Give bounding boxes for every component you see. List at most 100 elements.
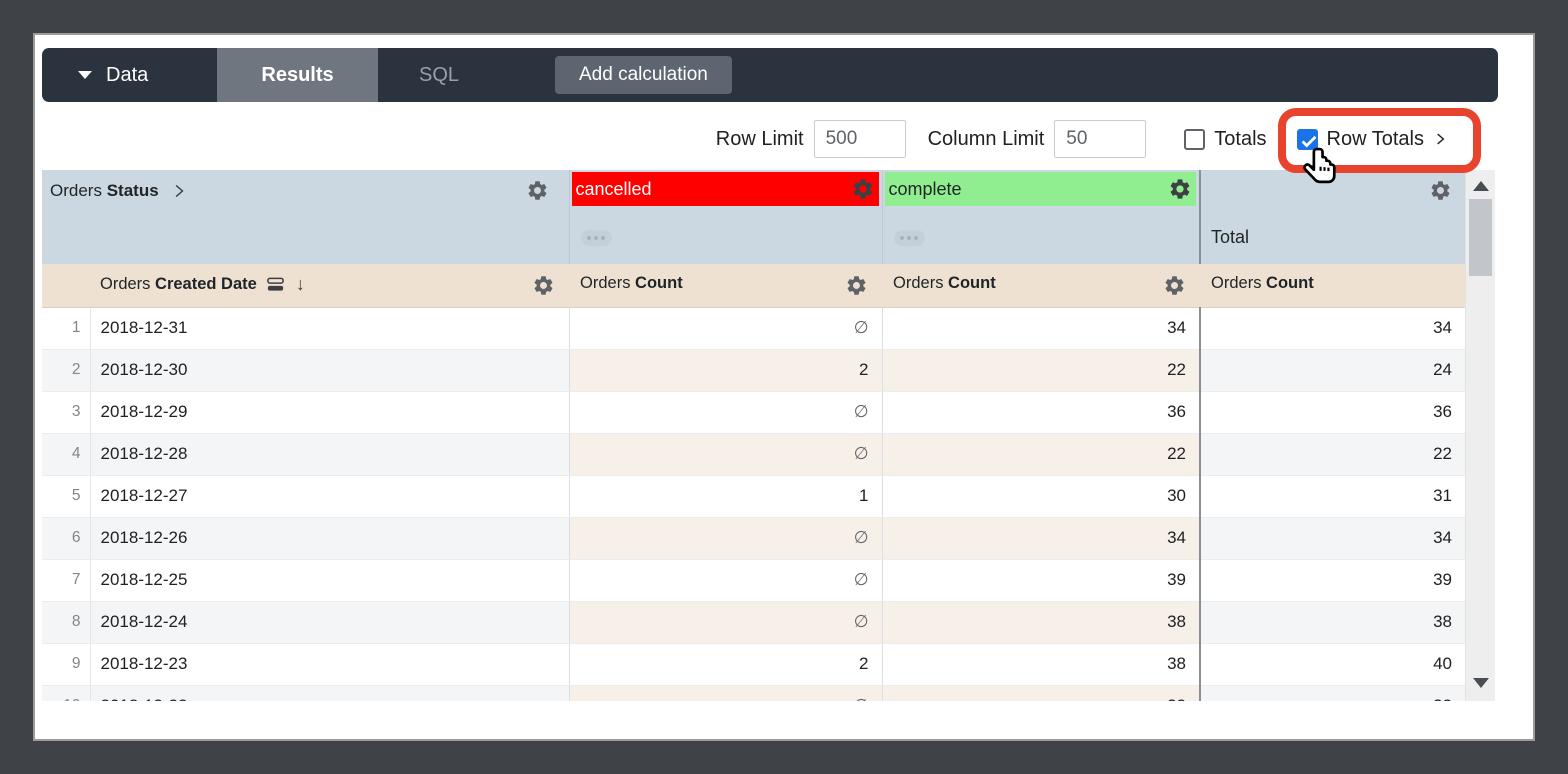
check-icon — [1301, 135, 1316, 148]
table-row[interactable]: 7 2018-12-25 ∅ 39 39 — [42, 559, 1466, 602]
total-count-cell[interactable]: 39 — [1199, 559, 1466, 602]
pivot-complete-chip[interactable]: complete — [884, 172, 1197, 206]
row-number: 2 — [42, 349, 91, 392]
table-row[interactable]: 6 2018-12-26 ∅ 34 34 — [42, 517, 1466, 560]
gear-icon[interactable] — [851, 177, 875, 201]
tab-sql[interactable]: SQL — [378, 48, 500, 102]
complete-count-cell[interactable]: 22 — [881, 433, 1201, 476]
table-row[interactable]: 8 2018-12-24 ∅ 38 38 — [42, 601, 1466, 644]
date-cell[interactable]: 2018-12-27 — [90, 475, 570, 518]
tab-results[interactable]: Results — [217, 48, 378, 102]
total-label: Total — [1211, 227, 1250, 247]
pivot-total-header: Total — [1199, 170, 1466, 264]
row-number: 8 — [42, 601, 91, 644]
cancelled-count-cell[interactable]: ∅ — [568, 307, 883, 350]
row-totals-label: Row Totals — [1326, 127, 1424, 150]
total-count-cell[interactable]: 32 — [1199, 685, 1466, 701]
date-cell[interactable]: 2018-12-24 — [90, 601, 570, 644]
row-number: 4 — [42, 433, 91, 476]
table-row[interactable]: 10 2018-12-22 ∅ 32 32 — [42, 685, 1466, 701]
complete-count-cell[interactable]: 38 — [881, 601, 1201, 644]
cancelled-count-cell[interactable]: ∅ — [568, 685, 883, 701]
scroll-up-arrow-icon[interactable] — [1473, 181, 1490, 191]
total-count-cell[interactable]: 24 — [1199, 349, 1466, 392]
table-row[interactable]: 4 2018-12-28 ∅ 22 22 — [42, 433, 1466, 476]
cancelled-count-cell[interactable]: ∅ — [568, 559, 883, 602]
scroll-down-arrow-icon[interactable] — [1473, 678, 1490, 688]
gear-icon[interactable] — [526, 179, 549, 202]
total-count-cell[interactable]: 31 — [1199, 475, 1466, 518]
date-cell[interactable]: 2018-12-28 — [90, 433, 570, 476]
total-count-cell[interactable]: 22 — [1199, 433, 1466, 476]
row-number: 7 — [42, 559, 91, 602]
complete-count-cell[interactable]: 36 — [881, 391, 1201, 434]
total-count-cell[interactable]: 34 — [1199, 517, 1466, 560]
cancelled-count-cell[interactable]: 2 — [568, 643, 883, 686]
add-calculation-button[interactable]: Add calculation — [555, 56, 732, 94]
date-cell[interactable]: 2018-12-31 — [90, 307, 570, 350]
gear-icon[interactable] — [532, 274, 555, 297]
complete-count-cell[interactable]: 34 — [881, 517, 1201, 560]
cancelled-count-cell[interactable]: ∅ — [568, 601, 883, 644]
totals-label: Totals — [1214, 127, 1267, 150]
row-number: 5 — [42, 475, 91, 518]
row-number: 9 — [42, 643, 91, 686]
cancelled-count-cell[interactable]: ∅ — [568, 391, 883, 434]
complete-count-cell[interactable]: 38 — [881, 643, 1201, 686]
pivot-cancelled-chip[interactable]: cancelled — [571, 172, 879, 206]
row-number: 10 — [42, 685, 91, 701]
total-count-cell[interactable]: 34 — [1199, 307, 1466, 350]
row-number-header — [42, 264, 90, 308]
scrollbar-thumb[interactable] — [1469, 199, 1493, 276]
table-row[interactable]: 1 2018-12-31 ∅ 34 34 — [42, 307, 1466, 350]
gear-icon[interactable] — [845, 274, 868, 297]
complete-count-cell[interactable]: 22 — [881, 349, 1201, 392]
cancelled-count-cell[interactable]: ∅ — [568, 517, 883, 560]
chevron-right-icon[interactable] — [1432, 128, 1449, 150]
pivot-dimension-header[interactable]: Orders Status — [42, 170, 570, 264]
row-limit-input[interactable] — [813, 120, 906, 158]
cancelled-count-cell[interactable]: 1 — [568, 475, 883, 518]
date-cell[interactable]: 2018-12-30 — [90, 349, 570, 392]
orders-count-header-total[interactable]: Orders Count — [1200, 264, 1466, 308]
results-panel: Data Results SQL Add calculation Row Lim… — [33, 33, 1535, 741]
chevron-right-icon — [175, 184, 184, 198]
totals-checkbox[interactable] — [1184, 128, 1206, 150]
column-limit-input[interactable] — [1054, 120, 1147, 158]
ellipsis-menu[interactable] — [893, 230, 925, 246]
total-count-cell[interactable]: 38 — [1199, 601, 1466, 644]
gear-icon[interactable] — [1168, 177, 1192, 201]
ellipsis-menu[interactable] — [580, 230, 612, 246]
vertical-scrollbar[interactable] — [1465, 170, 1495, 701]
table-row[interactable]: 9 2018-12-23 2 38 40 — [42, 643, 1466, 686]
cancelled-count-cell[interactable]: ∅ — [568, 433, 883, 476]
table-row[interactable]: 3 2018-12-29 ∅ 36 36 — [42, 391, 1466, 434]
row-totals-checkbox[interactable] — [1296, 128, 1318, 150]
sort-desc-icon[interactable]: ↓ — [295, 274, 305, 294]
date-cell[interactable]: 2018-12-26 — [90, 517, 570, 560]
orders-count-header-complete[interactable]: Orders Count — [882, 264, 1201, 308]
date-cell[interactable]: 2018-12-23 — [90, 643, 570, 686]
orders-count-header-cancelled[interactable]: Orders Count — [569, 264, 883, 308]
cancelled-count-cell[interactable]: 2 — [568, 349, 883, 392]
table-row[interactable]: 5 2018-12-27 1 30 31 — [42, 475, 1466, 518]
results-table-container: Orders Status cancelled — [42, 170, 1495, 701]
complete-count-cell[interactable]: 32 — [881, 685, 1201, 701]
complete-count-cell[interactable]: 39 — [881, 559, 1201, 602]
created-date-header[interactable]: Orders Created Date ↓ — [90, 264, 570, 308]
tab-data[interactable]: Data — [42, 48, 217, 102]
complete-count-cell[interactable]: 30 — [881, 475, 1201, 518]
complete-count-cell[interactable]: 34 — [881, 307, 1201, 350]
date-cell[interactable]: 2018-12-22 — [90, 685, 570, 701]
total-count-cell[interactable]: 36 — [1199, 391, 1466, 434]
group-bars-icon — [266, 277, 284, 291]
explore-toolbar: Data Results SQL Add calculation — [42, 48, 1498, 102]
row-limit-label: Row Limit — [715, 127, 804, 150]
date-cell[interactable]: 2018-12-29 — [90, 391, 570, 434]
gear-icon[interactable] — [1163, 274, 1186, 297]
total-count-cell[interactable]: 40 — [1199, 643, 1466, 686]
table-row[interactable]: 2 2018-12-30 2 22 24 — [42, 349, 1466, 392]
gear-icon[interactable] — [1429, 179, 1452, 202]
tab-data-label: Data — [106, 63, 149, 86]
date-cell[interactable]: 2018-12-25 — [90, 559, 570, 602]
